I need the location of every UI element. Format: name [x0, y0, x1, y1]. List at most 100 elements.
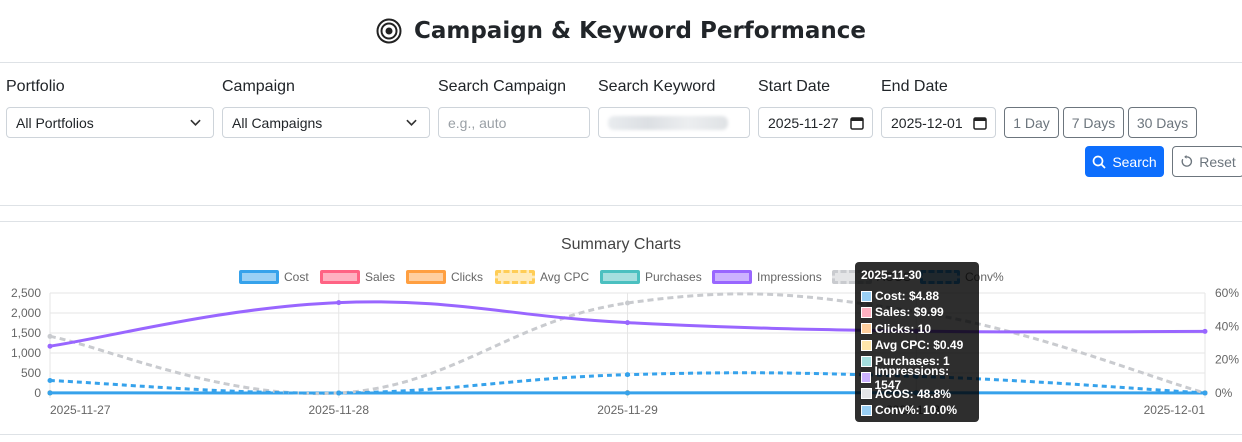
data-point	[336, 390, 342, 396]
page-title: Campaign & Keyword Performance	[413, 18, 867, 44]
x-tick-label: 2025-11-27	[50, 403, 111, 417]
search-keyword-input[interactable]	[598, 107, 750, 138]
legend-label: Avg CPC	[540, 270, 590, 284]
calendar-icon[interactable]	[973, 116, 987, 130]
legend-item-impressions[interactable]: Impressions	[712, 268, 822, 286]
start-date-input[interactable]: 2025-11-27	[758, 107, 873, 138]
page-header: Campaign & Keyword Performance	[0, 0, 1242, 62]
tooltip-swatch	[861, 323, 872, 335]
legend-swatch	[239, 270, 279, 284]
tooltip-swatch	[861, 372, 872, 384]
portfolio-select[interactable]: All Portfolios	[6, 107, 214, 138]
legend-item-clicks[interactable]: Clicks	[406, 268, 483, 286]
end-date-value: 2025-12-01	[891, 114, 963, 131]
tooltip-row-text: Conv%: 10.0%	[875, 403, 958, 418]
chevron-down-icon	[406, 119, 417, 126]
y-left-tick-label: 500	[21, 366, 41, 380]
y-right-tick-label: 40%	[1215, 319, 1239, 333]
divider	[0, 62, 1242, 63]
reset-button-label: Reset	[1199, 153, 1236, 170]
chart-tooltip: 2025-11-30 Cost: $4.88 Sales: $9.99 Clicks…	[855, 262, 979, 422]
range-7-days-button[interactable]: 7 Days	[1063, 107, 1124, 138]
data-point	[625, 390, 630, 396]
data-point	[625, 372, 630, 378]
campaign-label: Campaign	[222, 78, 295, 95]
campaign-select[interactable]: All Campaigns	[222, 107, 430, 138]
y-right-tick-label: 20%	[1215, 353, 1239, 367]
divider	[0, 221, 1242, 222]
tooltip-row-text: Clicks: 10	[875, 321, 932, 336]
legend-swatch	[406, 270, 446, 284]
search-campaign-label: Search Campaign	[438, 78, 567, 95]
start-date-label: Start Date	[758, 78, 831, 95]
legend-item-avg-cpc[interactable]: Avg CPC	[495, 268, 589, 286]
portfolio-label: Portfolio	[6, 78, 65, 95]
start-date-value: 2025-11-27	[768, 114, 839, 131]
redacted-keyword	[608, 115, 728, 130]
legend-label: Sales	[365, 270, 396, 284]
data-point	[1202, 390, 1208, 396]
data-point	[47, 378, 53, 383]
data-point	[625, 320, 630, 326]
reset-button[interactable]: Reset	[1172, 146, 1242, 177]
chevron-down-icon	[190, 119, 201, 126]
tooltip-swatch	[861, 339, 872, 351]
tooltip-row: ACOS: 48.8%	[861, 386, 973, 402]
tooltip-row: Purchases: 1	[861, 353, 973, 369]
range-1-day-button[interactable]: 1 Day	[1004, 107, 1059, 138]
tooltip-row-text: ACOS: 48.8%	[875, 386, 952, 401]
search-keyword-label: Search Keyword	[598, 78, 716, 95]
tooltip-row-text: Purchases: 1	[875, 354, 950, 369]
end-date-label: End Date	[881, 78, 948, 95]
tooltip-row: Cost: $4.88	[861, 288, 973, 304]
reset-icon	[1181, 155, 1193, 167]
data-point	[336, 300, 342, 306]
tooltip-row-text: Avg CPC: $0.49	[875, 338, 964, 353]
legend-label: Purchases	[645, 270, 702, 284]
target-icon	[376, 18, 402, 44]
tooltip-row: Avg CPC: $0.49	[861, 337, 973, 353]
legend-swatch	[712, 270, 752, 284]
tooltip-row-text: Impressions: 1547	[874, 363, 950, 392]
x-tick-label: 2025-12-01	[1144, 403, 1206, 417]
tooltip-row: Clicks: 10	[861, 321, 973, 337]
search-campaign-placeholder: e.g., auto	[448, 114, 507, 131]
data-point	[47, 333, 53, 339]
y-right-tick-label: 60%	[1215, 286, 1239, 300]
x-tick-label: 2025-11-29	[597, 403, 658, 417]
tooltip-swatch	[861, 290, 872, 302]
chart-title: Summary Charts	[560, 236, 682, 253]
legend-swatch	[600, 270, 640, 284]
y-left-tick-label: 0	[34, 386, 41, 400]
legend-swatch	[320, 270, 360, 284]
data-point	[1202, 328, 1208, 334]
divider	[0, 205, 1242, 206]
search-campaign-input[interactable]: e.g., auto	[438, 107, 590, 138]
tooltip-swatch	[861, 404, 872, 416]
legend-item-purchases[interactable]: Purchases	[600, 268, 702, 286]
legend-label: Impressions	[757, 270, 822, 284]
calendar-icon[interactable]	[850, 116, 864, 130]
tooltip-row-text: Cost: $4.88	[875, 289, 940, 304]
tooltip-swatch	[861, 388, 872, 400]
tooltip-swatch	[861, 306, 872, 318]
y-left-tick-label: 1,500	[11, 326, 41, 340]
legend-item-cost[interactable]: Cost	[239, 268, 309, 286]
data-point	[47, 390, 53, 396]
campaign-select-value: All Campaigns	[232, 114, 323, 131]
end-date-input[interactable]: 2025-12-01	[881, 107, 996, 138]
tooltip-row-text: Sales: $9.99	[875, 305, 944, 320]
divider	[0, 434, 1242, 435]
summary-chart: 0 500 1,000 1,500 2,000 2,500 2025-11-27 2025-1…	[11, 286, 1239, 417]
tooltip-row: Conv%: 10.0%	[861, 402, 973, 418]
range-30-days-button[interactable]: 30 Days	[1128, 107, 1197, 138]
y-left-tick-label: 2,500	[11, 286, 41, 300]
y-left-tick-label: 1,000	[11, 346, 41, 360]
tooltip-row: Sales: $9.99	[861, 304, 973, 320]
legend-item-sales[interactable]: Sales	[320, 268, 395, 286]
y-right-tick-label: 0%	[1215, 386, 1233, 400]
legend-swatch	[495, 270, 535, 284]
search-button[interactable]: Search	[1085, 146, 1164, 177]
legend-label: Cost	[284, 270, 309, 284]
y-left-tick-label: 2,000	[11, 306, 41, 320]
